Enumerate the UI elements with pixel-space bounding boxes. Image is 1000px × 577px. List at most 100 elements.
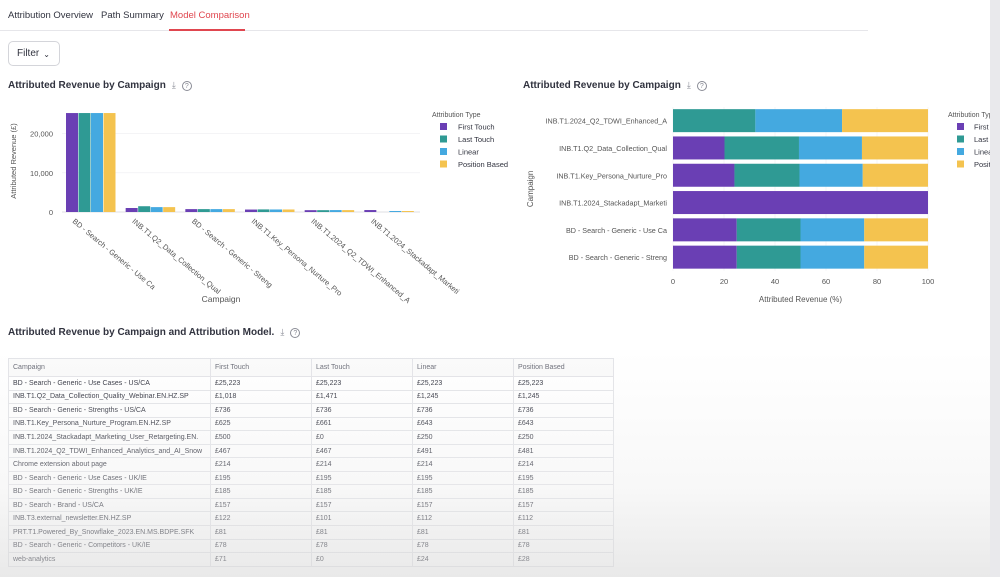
bar[interactable] — [245, 209, 257, 212]
legend-label: First Touch — [458, 123, 495, 132]
bar[interactable] — [125, 208, 138, 212]
table-cell-value: £1,471 — [311, 389, 413, 405]
table-cell-value: £101 — [311, 511, 413, 526]
chevron-down-icon: ⌄ — [43, 50, 50, 59]
column-header-last-touch[interactable]: Last Touch — [311, 358, 413, 377]
bar-segment[interactable] — [799, 163, 863, 187]
table-row: PRT.T1.Powered_By_Snowflake_2023.EN.MS.B… — [8, 525, 614, 540]
table-cell-campaign: INB.T3.external_newsletter.EN.HZ.SP — [8, 511, 211, 526]
legend-swatch — [957, 123, 964, 130]
table-cell-value: £195 — [513, 470, 614, 486]
table-cell-value: £491 — [412, 443, 514, 459]
bar[interactable] — [282, 209, 295, 212]
bar[interactable] — [210, 209, 223, 212]
table-row: BD - Search - Generic - Use Cases - UK/I… — [8, 470, 614, 486]
bar[interactable] — [91, 113, 103, 212]
bar-segment[interactable] — [755, 109, 843, 133]
help-icon[interactable]: ? — [181, 80, 192, 91]
download-icon[interactable]: ⤓ — [171, 80, 176, 90]
bar-segment[interactable] — [864, 245, 928, 269]
table-cell-campaign: PRT.T1.Powered_By_Snowflake_2023.EN.MS.B… — [8, 525, 211, 540]
help-icon[interactable]: ? — [290, 327, 301, 338]
bar[interactable] — [197, 209, 210, 212]
legend-swatch — [440, 135, 447, 143]
bar-segment[interactable] — [736, 218, 801, 242]
bar-segment[interactable] — [724, 136, 799, 160]
download-icon[interactable]: ⤓ — [686, 80, 691, 90]
column-header-first-touch[interactable]: First Touch — [210, 358, 312, 377]
bar[interactable] — [364, 210, 377, 212]
bar-segment[interactable] — [673, 245, 737, 269]
bar-segment[interactable] — [842, 109, 928, 133]
bar[interactable] — [222, 209, 235, 212]
column-header-campaign[interactable]: Campaign — [8, 358, 211, 377]
scrollbar-track[interactable] — [990, 0, 1000, 577]
bar[interactable] — [185, 209, 198, 212]
tab-path-summary[interactable]: Path Summary — [101, 10, 164, 21]
table-cell-value: £214 — [311, 457, 413, 472]
table-cell-value: £214 — [210, 457, 312, 472]
table-cell-value: £1,245 — [513, 389, 614, 405]
bar[interactable] — [329, 210, 342, 212]
bar-segment[interactable] — [673, 218, 737, 242]
bar-segment[interactable] — [734, 163, 800, 187]
legend-swatch — [440, 123, 447, 130]
bar[interactable] — [304, 210, 317, 212]
tab-model-comparison[interactable]: Model Comparison — [170, 10, 250, 21]
table-row: INB.T1.Q2_Data_Collection_Quality_Webina… — [8, 389, 614, 405]
bar-segment[interactable] — [864, 218, 928, 242]
table-cell-value: £157 — [412, 497, 514, 513]
bar[interactable] — [401, 211, 414, 212]
bar[interactable] — [103, 113, 116, 212]
bar-segment[interactable] — [798, 136, 862, 160]
table-cell-value: £1,245 — [412, 389, 514, 405]
help-icon[interactable]: ? — [696, 80, 707, 91]
bar-segment[interactable] — [673, 136, 725, 160]
bar[interactable] — [257, 209, 270, 212]
bar-segment[interactable] — [861, 136, 928, 160]
legend-title: Attribution Type — [432, 112, 481, 119]
bar[interactable] — [270, 209, 282, 212]
table-row: INB.T3.external_newsletter.EN.HZ.SP £122 £… — [8, 511, 614, 526]
bar[interactable] — [78, 113, 91, 212]
filter-button-label: Filter — [17, 48, 40, 59]
bar-segment[interactable] — [800, 218, 865, 242]
x-tick-label: 20 — [720, 277, 728, 286]
bar[interactable] — [66, 113, 78, 212]
legend-label: Last Touch — [458, 135, 494, 144]
column-header-linear[interactable]: Linear — [412, 358, 514, 377]
table-row: INB.T1.2024_Q2_TDWI_Enhanced_Analytics_a… — [8, 443, 614, 459]
bar-segment[interactable] — [673, 191, 928, 215]
x-tick-label: 40 — [771, 277, 779, 286]
bar[interactable] — [389, 211, 402, 212]
table-cell-campaign: BD - Search - Generic - Use Cases - UK/I… — [8, 470, 211, 486]
table-cell-campaign: BD - Search - Generic - Competitors - UK… — [8, 538, 211, 554]
column-header-position-based[interactable]: Position Based — [513, 358, 614, 377]
table-cell-value: £500 — [210, 430, 312, 445]
table-cell-campaign: BD - Search - Brand - US/CA — [8, 497, 211, 513]
table-cell-value: £25,223 — [311, 376, 413, 391]
bar[interactable] — [150, 207, 163, 212]
table-cell-value: £185 — [513, 484, 614, 499]
bar-segment[interactable] — [673, 163, 735, 187]
bar-segment[interactable] — [736, 245, 801, 269]
bar-segment[interactable] — [862, 163, 928, 187]
bar[interactable] — [138, 206, 151, 212]
bar[interactable] — [342, 210, 355, 212]
table-cell-value: £157 — [210, 497, 312, 513]
table-cell-value: £25,223 — [513, 376, 614, 391]
download-icon[interactable]: ⤓ — [280, 327, 285, 337]
table-cell-value: £157 — [311, 497, 413, 513]
bar-segment[interactable] — [800, 245, 865, 269]
table-cell-value: £122 — [210, 511, 312, 526]
table-cell-value: £1,018 — [210, 389, 312, 405]
bar[interactable] — [317, 210, 330, 212]
tab-attribution-overview[interactable]: Attribution Overview — [8, 10, 94, 21]
y-tick-label: 0 — [49, 208, 53, 217]
table-cell-value: £736 — [513, 403, 614, 418]
filter-button[interactable]: Filter ⌄ — [8, 41, 60, 66]
legend-label: Positio — [974, 160, 990, 169]
bar[interactable] — [163, 207, 176, 212]
bar-segment[interactable] — [673, 109, 756, 133]
